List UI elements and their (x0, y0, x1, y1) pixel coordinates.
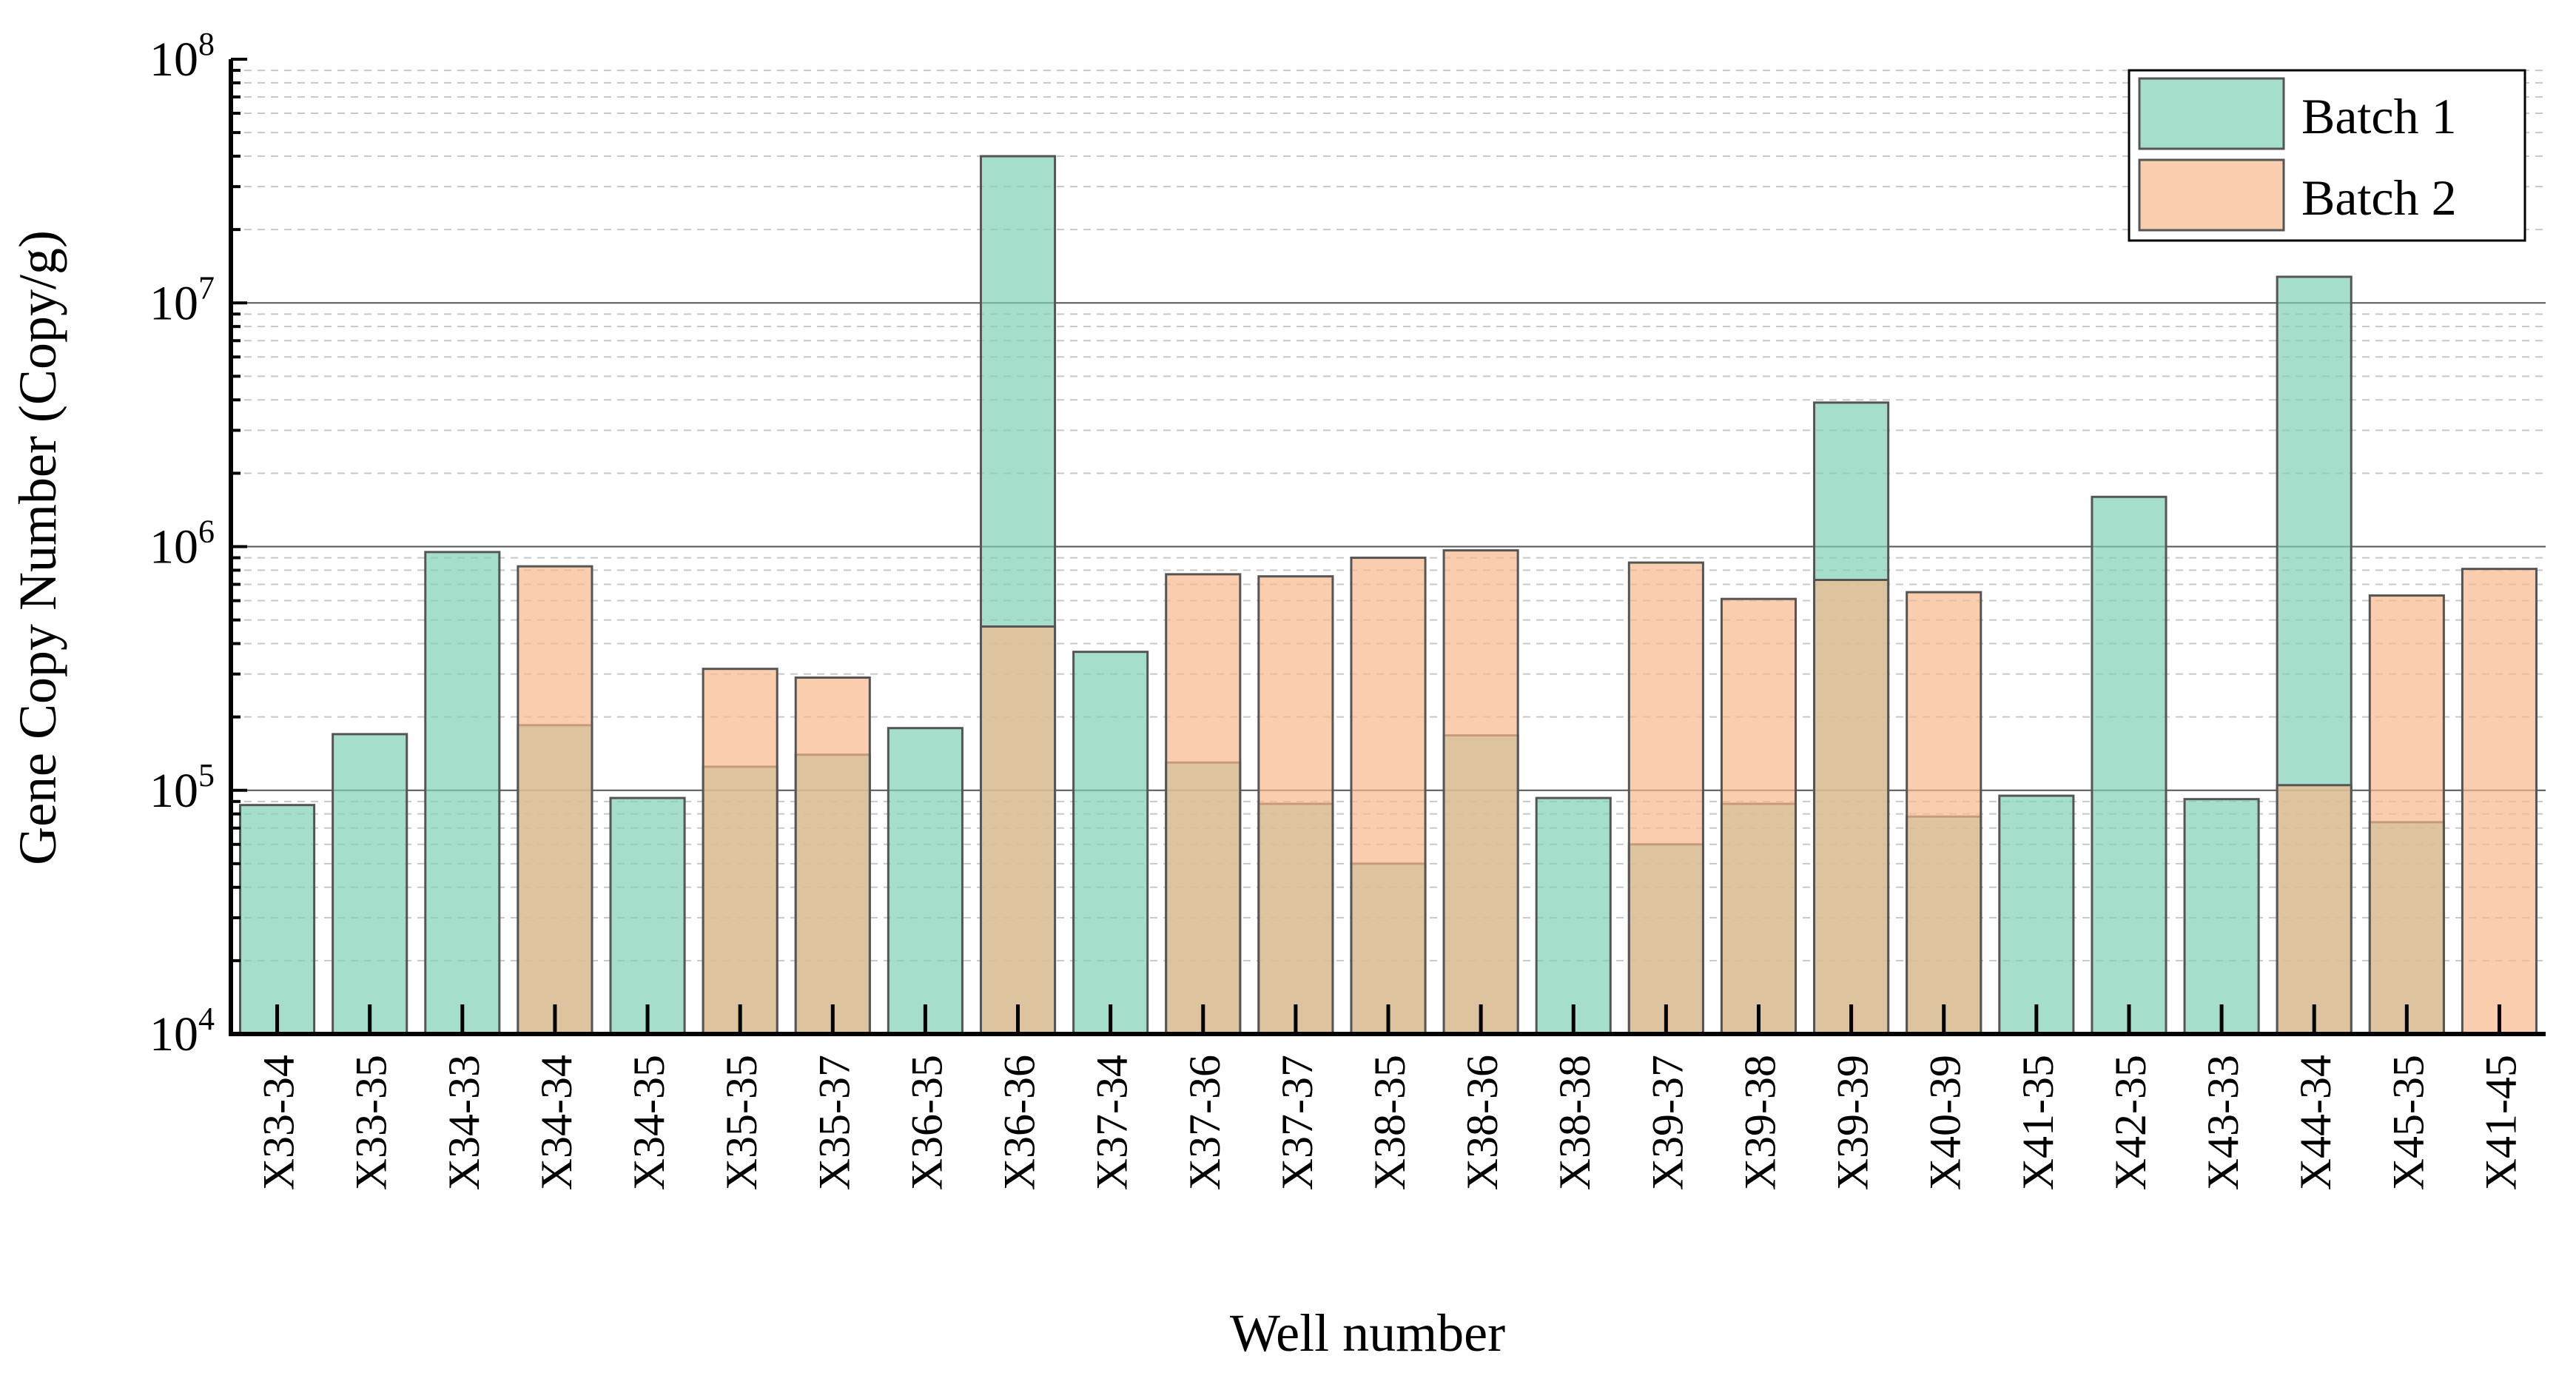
bar-batch-2-x38-35 (1350, 557, 1427, 1035)
legend: Batch 1 Batch 2 (2128, 69, 2526, 242)
x-tick-label: X37-37 (1273, 1055, 1322, 1190)
bar-batch-2-x37-37 (1257, 575, 1334, 1035)
y-axis-label: Gene Copy Number (Copy/g) (8, 230, 67, 865)
x-tick-label: X42-35 (2106, 1055, 2155, 1190)
y-tick-label: 106 (149, 514, 215, 574)
bar-batch-2-x45-35 (2368, 594, 2445, 1035)
x-tick-label: X43-33 (2199, 1055, 2247, 1190)
bar-batch-2-x44-34 (2276, 784, 2353, 1035)
bar-batch-1-x34-35 (609, 796, 686, 1035)
legend-label-batch-1: Batch 1 (2301, 88, 2457, 144)
bar-batch-2-x35-35 (702, 668, 778, 1035)
bar-batch-2-x35-37 (794, 677, 871, 1035)
bar-batch-1-x33-34 (239, 804, 316, 1035)
x-tick-label: X38-38 (1550, 1055, 1599, 1190)
bar-batch-1-x43-33 (2183, 798, 2260, 1035)
bar-batch-2-x37-36 (1165, 573, 1242, 1035)
y-tick-label: 108 (149, 26, 215, 87)
tick-labels: 104 105 106 107 108 X33-34 X33-35 X34-33 X34-34 X… (149, 26, 2525, 1190)
x-tick-label: X45-35 (2384, 1055, 2432, 1190)
x-tick-label: X38-36 (1458, 1055, 1507, 1190)
bar-batch-2-x36-36 (979, 625, 1057, 1035)
x-tick-label: X36-35 (902, 1055, 951, 1190)
legend-swatch-batch-2 (2138, 158, 2285, 232)
x-axis-label: Well number (1230, 1303, 1505, 1363)
bar-batch-2-x39-37 (1627, 561, 1704, 1035)
x-tick-label: X41-45 (2476, 1055, 2525, 1190)
x-tick-label: X33-35 (347, 1055, 396, 1190)
x-tick-label: X34-33 (440, 1055, 488, 1190)
y-tick-label: 105 (149, 757, 215, 818)
bar-batch-1-x34-33 (424, 551, 501, 1035)
x-tick-label: X35-35 (717, 1055, 766, 1190)
x-tick-label: X40-39 (1921, 1055, 1970, 1190)
x-tick-label: X39-37 (1643, 1055, 1692, 1190)
x-tick-label: X33-34 (255, 1055, 303, 1190)
x-tick-label: X34-34 (532, 1055, 581, 1190)
bar-batch-2-x40-39 (1906, 591, 1983, 1035)
bar-batch-1-x42-35 (2091, 495, 2168, 1035)
bar-batch-1-x38-38 (1535, 796, 1612, 1035)
legend-label-batch-2: Batch 2 (2301, 169, 2457, 226)
x-tick-label: X41-35 (2014, 1055, 2062, 1190)
bar-batch-1-x36-35 (887, 727, 964, 1035)
bar-batch-2-x38-36 (1442, 549, 1519, 1035)
bar-batch-1-x41-35 (1998, 794, 2075, 1035)
x-tick-label: X39-39 (1829, 1055, 1877, 1190)
bar-batch-2-x41-45 (2461, 568, 2538, 1035)
x-tick-label: X35-37 (810, 1055, 858, 1190)
bar-batch-1-x37-34 (1072, 651, 1149, 1035)
bar-batch-2-x39-38 (1720, 597, 1798, 1035)
x-tick-label: X37-34 (1088, 1055, 1137, 1190)
y-tick-label: 104 (149, 1001, 215, 1061)
legend-swatch-batch-1 (2138, 77, 2285, 150)
bar-batch-2-x39-39 (1813, 579, 1890, 1035)
x-tick-label: X37-36 (1180, 1055, 1229, 1190)
x-tick-label: X39-38 (1735, 1055, 1784, 1190)
bars (239, 155, 2538, 1035)
axes (229, 58, 2546, 1036)
bar-batch-2-x34-34 (517, 565, 593, 1035)
x-tick-label: X44-34 (2291, 1055, 2340, 1190)
x-tick-label: X36-36 (995, 1055, 1044, 1190)
x-tick-label: X38-35 (1365, 1055, 1414, 1190)
x-tick-label: X34-35 (625, 1055, 673, 1190)
y-tick-label: 107 (149, 269, 215, 330)
bar-batch-1-x33-35 (332, 733, 408, 1035)
